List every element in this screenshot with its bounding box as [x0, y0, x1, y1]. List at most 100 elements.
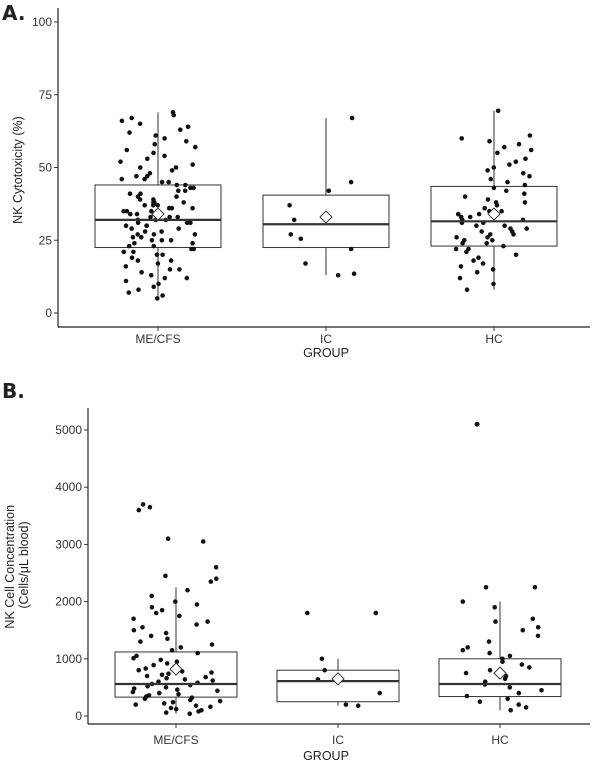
chart-a-point [482, 205, 488, 211]
chart-b-point [157, 690, 162, 696]
chart-b-point [173, 599, 178, 604]
chart-b-point [131, 686, 137, 691]
chart-a-point [174, 194, 179, 199]
chart-a-point [524, 226, 529, 231]
chart-a-xtick-label: ME/CFS [135, 332, 180, 346]
chart-a-point [176, 188, 181, 194]
chart-a-mean-marker [319, 210, 333, 224]
chart-b-point [460, 647, 466, 653]
chart-b-point [214, 576, 219, 581]
chart-b-point [486, 639, 492, 644]
chart-a-ytick-label: 100 [32, 15, 52, 29]
chart-a-xlabel: GROUP [303, 346, 349, 360]
chart-a-point [145, 156, 150, 162]
chart-a-point [291, 217, 297, 223]
chart-b-point [143, 666, 148, 671]
chart-a-point [169, 168, 175, 173]
chart-a-point [182, 188, 188, 194]
chart-a-point [502, 223, 507, 228]
chart-b-point [527, 665, 532, 670]
chart-a-point [495, 150, 500, 156]
chart-a-point [148, 214, 153, 220]
chart-b-point [149, 605, 155, 610]
chart-a-point [298, 236, 304, 242]
chart-b-point [523, 705, 529, 710]
chart-a-point [190, 205, 195, 211]
chart-b-point [213, 565, 219, 570]
chart-a-point [147, 171, 153, 176]
chart-a-point [326, 188, 332, 194]
chart-b-point [203, 674, 208, 680]
chart-a-point [191, 246, 196, 252]
chart-b-point [195, 650, 200, 656]
chart-a-point [119, 118, 125, 124]
chart-a-point [287, 203, 292, 208]
chart-b-point [131, 627, 137, 633]
chart-a-point [516, 141, 522, 147]
chart-b-ytick-label: 4000 [55, 480, 82, 494]
chart-b-point [205, 619, 210, 624]
chart-b-point [163, 685, 169, 690]
chart-b-point [166, 671, 171, 676]
chart-a-point [118, 159, 123, 164]
chart-a-point [160, 293, 165, 298]
chart-b-point [163, 630, 169, 636]
chart-a-point [185, 124, 191, 130]
chart-a-point [159, 238, 165, 243]
chart-a-point [135, 232, 140, 237]
chart-b-point [209, 642, 215, 647]
chart-b-point [140, 625, 145, 630]
chart-a-point [351, 271, 357, 277]
chart-a-point [454, 235, 459, 240]
chart-a-point [474, 223, 479, 228]
chart-b-ylabel-line2: (Cells/μL blood) [17, 521, 31, 608]
chart-a-point [149, 238, 155, 243]
chart-a-point [123, 278, 129, 284]
chart-b-point [507, 653, 513, 659]
chart-a-point [457, 275, 463, 281]
chart-a-point [485, 235, 490, 240]
chart-a-point [170, 109, 176, 115]
chart-b-ytick-label: 0 [75, 709, 82, 723]
chart-a-point [152, 141, 157, 147]
chart-a-point [479, 229, 485, 234]
chart-b-point [532, 585, 538, 590]
chart-a-point [490, 267, 496, 272]
chart-a-point [177, 267, 182, 272]
chart-a-point [288, 232, 294, 237]
chart-a-point [135, 258, 141, 263]
chart-b-point [193, 703, 199, 708]
chart-a-point [127, 130, 132, 135]
chart-a-point [458, 264, 464, 269]
chart-a-point [484, 240, 490, 246]
chart-a-point [502, 144, 507, 150]
chart-a-point [126, 243, 132, 249]
chart-b-point [170, 700, 176, 705]
chart-b-point [178, 645, 184, 650]
chart-b-point [168, 705, 174, 711]
chart-b-point [377, 690, 383, 696]
chart-b-point [210, 678, 215, 683]
chart-a-box [94, 184, 222, 249]
chart-a-point [501, 243, 506, 249]
chart-b-point [138, 639, 143, 644]
chart-a-point [491, 165, 497, 170]
chart-b-point [131, 616, 136, 622]
chart-b-point [487, 667, 493, 673]
chart-b-point [164, 675, 169, 681]
chart-a-point [151, 150, 156, 156]
chart-a-ytick-label: 25 [39, 233, 53, 247]
chart-b-point [199, 708, 204, 713]
chart-a-box [262, 194, 390, 249]
chart-a-point [126, 290, 132, 295]
chart-b-point [175, 687, 180, 692]
chart-b-xlabel: GROUP [303, 749, 349, 762]
chart-b-point [474, 422, 480, 427]
chart-b-point [535, 633, 541, 639]
chart-b-ytick-label: 1000 [55, 652, 82, 666]
chart-a-point [151, 197, 156, 202]
chart-b-point [507, 685, 513, 690]
panel-a-label: A. [2, 1, 25, 25]
chart-a-point [124, 208, 130, 214]
